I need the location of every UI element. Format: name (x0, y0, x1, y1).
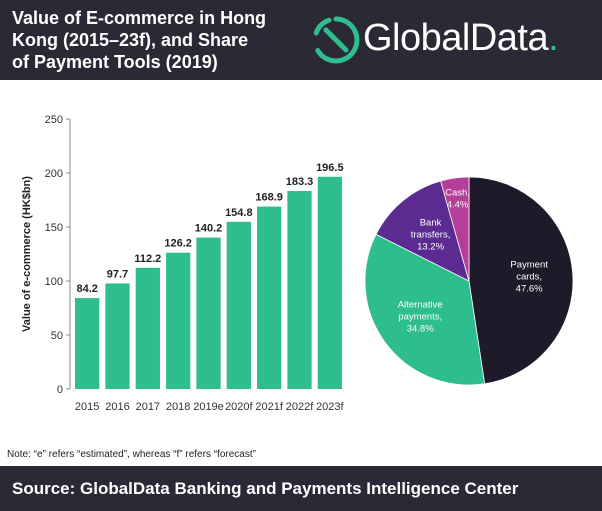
source-text: Source: GlobalData Banking and Payments … (12, 479, 519, 498)
header-banner: Value of E-commerce in Hong Kong (2015–2… (0, 0, 602, 80)
x-tick-label: 2016 (105, 401, 129, 413)
y-tick-label: 200 (45, 168, 63, 180)
pie-slice-name: cards, (516, 271, 542, 282)
title-line-3: of Payment Tools (2019) (12, 52, 218, 72)
pie-slice-name: Bank (420, 218, 442, 229)
x-tick-label: 2018 (166, 401, 190, 413)
pie-slice-name: Cash, (445, 188, 470, 199)
bar-2015 (75, 298, 100, 389)
bar-chart: 0 50 100 150 200 250 Value of e-commerce (HK$b… (21, 114, 345, 413)
x-tick-label: 2020f (225, 401, 253, 413)
bar-2020f (226, 221, 251, 389)
y-axis-title: Value of e-commerce (HK$bn) (21, 176, 33, 332)
pie-slice-percent: 4.4% (447, 200, 469, 211)
bar-value-label: 168.9 (255, 192, 283, 204)
bar-value-label: 84.2 (76, 283, 97, 295)
title-line-1: Value of E-commerce in Hong (12, 8, 267, 28)
pie-slice-1 (364, 233, 486, 386)
logo-mark-icon (313, 16, 360, 64)
bar-2021f (257, 206, 282, 389)
y-tick-label: 50 (51, 330, 63, 342)
title-line-2: Kong (2015–23f), and Share (12, 30, 249, 50)
bar-value-label: 183.3 (286, 176, 314, 188)
bar-value-label: 154.8 (225, 207, 253, 219)
page-title: Value of E-commerce in Hong Kong (2015–2… (12, 7, 312, 73)
pie-slice-percent: 47.6% (516, 283, 543, 294)
bar-2022f (287, 191, 312, 389)
pie-slice-name: payments, (398, 311, 442, 322)
y-tick-label: 0 (57, 384, 63, 396)
y-tick-label: 150 (45, 222, 63, 234)
bar-2018 (166, 252, 191, 389)
pie-slice-3 (440, 176, 470, 282)
pie-slice-2 (375, 180, 470, 282)
chart-area: 0 50 100 150 200 250 Value of e-commerce (HK$b… (0, 80, 602, 442)
x-tick-label: 2019e (193, 401, 224, 413)
pie-slice-name: Payment (510, 259, 548, 270)
bar-value-label: 140.2 (195, 223, 223, 235)
y-tick-label: 100 (45, 276, 63, 288)
pie-slice-percent: 13.2% (417, 242, 444, 253)
bar-value-label: 126.2 (164, 238, 192, 250)
globaldata-logo-icon (313, 16, 360, 64)
pie-slice-name: transfers, (411, 230, 451, 241)
footnote: Note: “e” refers “estimated”, whereas “f… (7, 449, 256, 460)
pie-slice-name: Alternative (398, 299, 443, 310)
logo-text: GlobalData (363, 17, 549, 59)
x-tick-label: 2022f (286, 401, 314, 413)
bar-value-label: 196.5 (316, 162, 344, 174)
bar-value-label: 97.7 (107, 268, 128, 280)
logo-dot: . (548, 17, 559, 59)
x-tick-label: 2015 (75, 401, 99, 413)
bar-2023f (317, 176, 342, 389)
pie-slice-0 (468, 176, 574, 385)
logo-wordmark: GlobalData. (363, 16, 559, 60)
footer-banner: Source: GlobalData Banking and Payments … (0, 466, 602, 511)
x-tick-label: 2021f (255, 401, 283, 413)
bar-2019e (196, 237, 221, 389)
y-tick-label: 250 (45, 114, 63, 126)
bar-2016 (105, 283, 130, 389)
pie-slice-percent: 34.8% (407, 323, 434, 334)
bar-2017 (135, 267, 160, 389)
bar-value-label: 112.2 (134, 253, 161, 265)
x-tick-label: 2017 (136, 401, 160, 413)
x-tick-label: 2023f (316, 401, 344, 413)
